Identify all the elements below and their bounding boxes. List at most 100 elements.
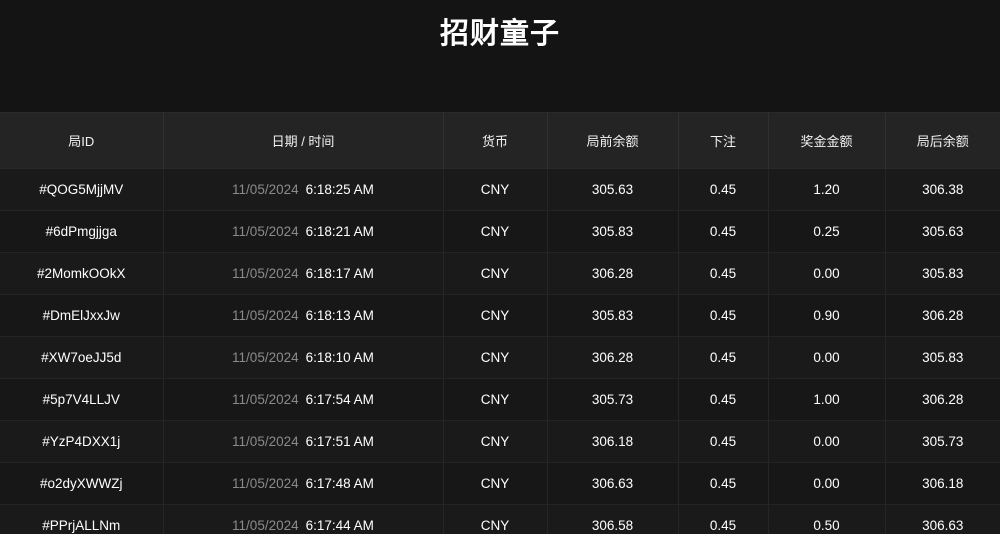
cell-win-amount: 1.00 [768,378,886,421]
cell-balance-after: 305.73 [885,420,1000,463]
cell-currency: CNY [443,252,548,295]
cell-balance-after: 306.18 [885,462,1000,505]
column-header-bet[interactable]: 下注 [678,112,769,169]
cell-round-id: #YzP4DXX1j [0,420,164,463]
cell-round-id: #5p7V4LLJV [0,378,164,421]
cell-bet: 0.45 [678,462,769,505]
cell-datetime: 11/05/2024 6:17:54 AM [163,378,444,421]
cell-currency: CNY [443,336,548,379]
table-row[interactable]: #6dPmgjjga 11/05/2024 6:18:21 AM CNY 305.83 0… [0,210,1000,253]
cell-currency: CNY [443,462,548,505]
table-body: #QOG5MjjMV 11/05/2024 6:18:25 AM CNY 305.63 0… [0,168,1000,534]
column-header-id[interactable]: 局ID [0,112,164,169]
cell-date: 11/05/2024 [232,518,299,533]
cell-balance-before: 305.83 [547,294,679,337]
table-row[interactable]: #XW7oeJJ5d 11/05/2024 6:18:10 AM CNY 306.28 0… [0,336,1000,379]
game-history-table: 局ID 日期 / 时间 货币 局前余额 下注 奖金金额 局后余额 #QOG5Mj… [0,112,1000,534]
cell-time: 6:17:54 AM [305,392,374,407]
column-header-currency[interactable]: 货币 [443,112,548,169]
cell-bet: 0.45 [678,168,769,211]
cell-win-amount: 0.50 [768,504,886,534]
cell-round-id: #6dPmgjjga [0,210,164,253]
cell-bet: 0.45 [678,210,769,253]
cell-time: 6:18:25 AM [305,182,374,197]
cell-round-id: #2MomkOOkX [0,252,164,295]
cell-date: 11/05/2024 [232,392,299,407]
table-row[interactable]: #YzP4DXX1j 11/05/2024 6:17:51 AM CNY 306.18 0… [0,420,1000,463]
table-row[interactable]: #o2dyXWWZj 11/05/2024 6:17:48 AM CNY 306.63 0… [0,462,1000,505]
cell-currency: CNY [443,210,548,253]
column-header-after[interactable]: 局后余额 [885,112,1000,169]
cell-balance-after: 305.83 [885,252,1000,295]
title-bar: 招财童子 [0,0,1000,112]
cell-win-amount: 1.20 [768,168,886,211]
cell-date: 11/05/2024 [232,266,299,281]
table-header-row: 局ID 日期 / 时间 货币 局前余额 下注 奖金金额 局后余额 [0,112,1000,169]
cell-datetime: 11/05/2024 6:17:48 AM [163,462,444,505]
cell-datetime: 11/05/2024 6:18:25 AM [163,168,444,211]
cell-round-id: #o2dyXWWZj [0,462,164,505]
cell-datetime: 11/05/2024 6:17:44 AM [163,504,444,534]
cell-balance-before: 305.83 [547,210,679,253]
cell-datetime: 11/05/2024 6:17:51 AM [163,420,444,463]
cell-date: 11/05/2024 [232,224,299,239]
cell-balance-after: 306.28 [885,378,1000,421]
cell-time: 6:17:48 AM [305,476,374,491]
cell-balance-before: 306.58 [547,504,679,534]
column-header-win[interactable]: 奖金金额 [768,112,886,169]
cell-balance-before: 305.63 [547,168,679,211]
cell-round-id: #XW7oeJJ5d [0,336,164,379]
table-row[interactable]: #QOG5MjjMV 11/05/2024 6:18:25 AM CNY 305.63 0… [0,168,1000,211]
cell-round-id: #DmElJxxJw [0,294,164,337]
column-header-before[interactable]: 局前余额 [547,112,679,169]
table-row[interactable]: #5p7V4LLJV 11/05/2024 6:17:54 AM CNY 305.73 0… [0,378,1000,421]
cell-currency: CNY [443,168,548,211]
cell-balance-before: 306.63 [547,462,679,505]
cell-win-amount: 0.00 [768,336,886,379]
table-row[interactable]: #2MomkOOkX 11/05/2024 6:18:17 AM CNY 306.28 0… [0,252,1000,295]
cell-datetime: 11/05/2024 6:18:13 AM [163,294,444,337]
cell-date: 11/05/2024 [232,350,299,365]
cell-bet: 0.45 [678,252,769,295]
cell-date: 11/05/2024 [232,476,299,491]
cell-round-id: #PPrjALLNm [0,504,164,534]
cell-time: 6:17:44 AM [305,518,374,533]
cell-currency: CNY [443,294,548,337]
cell-balance-before: 306.28 [547,252,679,295]
column-header-datetime[interactable]: 日期 / 时间 [163,112,444,169]
cell-balance-before: 306.28 [547,336,679,379]
cell-date: 11/05/2024 [232,182,299,197]
cell-date: 11/05/2024 [232,434,299,449]
cell-bet: 0.45 [678,420,769,463]
cell-balance-before: 306.18 [547,420,679,463]
cell-time: 6:18:17 AM [305,266,374,281]
cell-time: 6:18:13 AM [305,308,374,323]
cell-bet: 0.45 [678,504,769,534]
cell-win-amount: 0.00 [768,252,886,295]
cell-balance-before: 305.73 [547,378,679,421]
cell-date: 11/05/2024 [232,308,299,323]
cell-balance-after: 306.28 [885,294,1000,337]
cell-bet: 0.45 [678,336,769,379]
cell-balance-after: 305.83 [885,336,1000,379]
cell-time: 6:18:21 AM [305,224,374,239]
cell-round-id: #QOG5MjjMV [0,168,164,211]
cell-datetime: 11/05/2024 6:18:21 AM [163,210,444,253]
page-title: 招财童子 [439,18,560,50]
table-head: 局ID 日期 / 时间 货币 局前余额 下注 奖金金额 局后余额 [0,112,1000,169]
cell-datetime: 11/05/2024 6:18:10 AM [163,336,444,379]
cell-bet: 0.45 [678,294,769,337]
cell-bet: 0.45 [678,378,769,421]
table-row[interactable]: #PPrjALLNm 11/05/2024 6:17:44 AM CNY 306.58 0… [0,504,1000,534]
cell-win-amount: 0.25 [768,210,886,253]
table-row[interactable]: #DmElJxxJw 11/05/2024 6:18:13 AM CNY 305.83 0… [0,294,1000,337]
cell-currency: CNY [443,504,548,534]
cell-time: 6:18:10 AM [305,350,374,365]
cell-balance-after: 306.63 [885,504,1000,534]
cell-balance-after: 305.63 [885,210,1000,253]
cell-win-amount: 0.90 [768,294,886,337]
cell-datetime: 11/05/2024 6:18:17 AM [163,252,444,295]
cell-balance-after: 306.38 [885,168,1000,211]
cell-currency: CNY [443,420,548,463]
